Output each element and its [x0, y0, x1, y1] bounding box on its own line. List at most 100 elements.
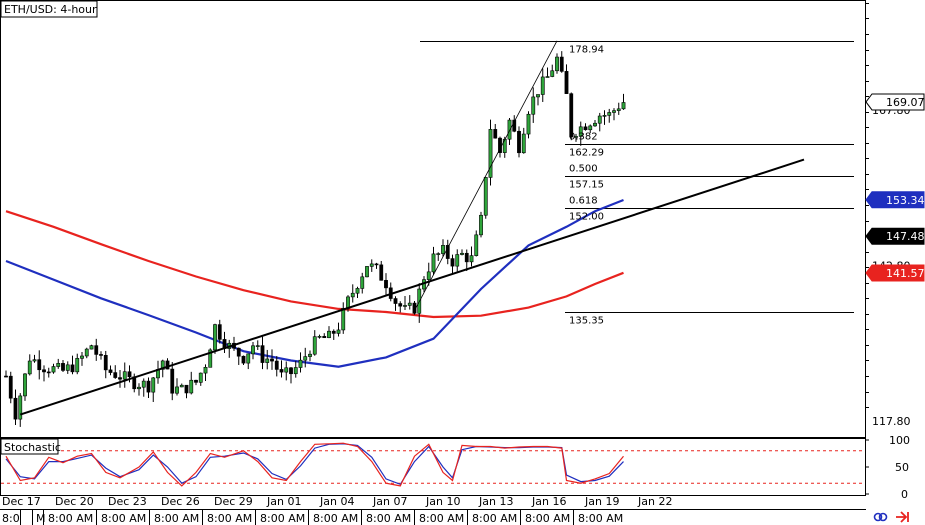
candle-body: [293, 367, 298, 375]
candle-body: [84, 348, 89, 357]
candle-body: [593, 122, 597, 127]
ma-blue-line: [5, 198, 624, 368]
stochastic-lines: [1, 442, 865, 487]
ma-red-line: [5, 210, 624, 319]
candle-body: [113, 372, 118, 378]
time-label: 8:00 AM: [578, 512, 623, 525]
price-tag-label: 169.07: [886, 96, 925, 109]
candle-body: [355, 288, 360, 294]
candle-body: [583, 126, 588, 131]
date-label: Dec 23: [108, 495, 147, 508]
candle-body: [441, 245, 445, 254]
candle-body: [89, 345, 94, 350]
title-box: [0, 0, 98, 18]
time-label: 8:00 AM: [472, 512, 517, 525]
time-label: M: [36, 512, 46, 525]
candle-body: [65, 364, 70, 371]
candle-body: [61, 363, 65, 371]
time-label: 8:0: [2, 512, 20, 525]
candle-body: [569, 93, 574, 138]
candle-body: [194, 379, 198, 383]
candle-body: [37, 359, 42, 371]
candle-body: [474, 234, 479, 256]
candle-body: [203, 366, 208, 374]
candle-body: [322, 336, 327, 339]
candle-body: [270, 358, 274, 362]
candle-body: [460, 252, 464, 255]
candle-body: [108, 369, 113, 373]
candle-body: [407, 302, 412, 306]
price-tag-label: 147.48: [886, 230, 925, 243]
price-tag-box: [865, 227, 925, 245]
stochastic-k-line: [5, 442, 624, 487]
fibonacci-labels: 178.94 0.382 162.29 0.500 157.15 0.618 152.00 1…: [569, 45, 604, 327]
candle-body: [540, 76, 545, 95]
candle-body: [241, 355, 246, 364]
candle-body: [27, 360, 32, 375]
price-tag-box: [865, 191, 925, 209]
candle-body: [445, 245, 450, 259]
stochastic-axis-label: 0: [901, 488, 908, 501]
candle-body: [8, 375, 13, 399]
candle-body: [312, 336, 317, 355]
candle-body: [70, 364, 75, 373]
candle-body: [431, 253, 436, 273]
candle-body: [179, 384, 184, 388]
stochastic-title-box: [0, 438, 59, 455]
candle-body: [564, 71, 569, 94]
candle-body: [146, 380, 151, 393]
candle-body: [80, 355, 84, 359]
candle-body: [255, 345, 260, 347]
candle-body: [588, 125, 593, 131]
fib-price-label: 152.00: [569, 212, 604, 223]
candle-body: [94, 345, 99, 355]
stochastic-axis-label: 100: [889, 434, 910, 447]
fib-ratio-label: 0.382: [569, 132, 598, 143]
trend-lines: [19, 40, 805, 416]
candle-body: [488, 129, 493, 178]
fib-price-label: 135.35: [569, 316, 604, 327]
candle-body: [175, 386, 179, 394]
candle-body: [479, 214, 483, 236]
price-axis: 167.80142.80117.80: [865, 3, 911, 428]
time-label: 8:00 AM: [48, 512, 93, 525]
candle-body: [545, 76, 550, 78]
fib-price-label: 178.94: [569, 45, 604, 56]
candle-body: [279, 369, 284, 373]
candle-body: [46, 371, 51, 374]
candle-body: [574, 136, 578, 138]
candle-body: [13, 397, 18, 420]
price-panel: [0, 0, 866, 438]
date-label: Jan 01: [266, 495, 301, 508]
candle-body: [602, 115, 607, 117]
candle-body: [198, 372, 203, 383]
candle-body: [23, 373, 27, 397]
link-icon[interactable]: [873, 512, 888, 522]
time-label: 8:00 AM: [366, 512, 411, 525]
candle-body: [436, 253, 441, 255]
candle-body: [384, 280, 388, 289]
candle-body: [621, 102, 626, 110]
time-label: 8:00 AM: [419, 512, 464, 525]
candle-body: [308, 353, 312, 357]
candle-body: [51, 366, 56, 373]
price-tag-box: [865, 93, 925, 111]
candle-body: [483, 177, 488, 216]
time-label: 8:00 AM: [101, 512, 146, 525]
candle-body: [265, 358, 270, 363]
candle-body: [393, 298, 398, 304]
candle-body: [298, 359, 303, 368]
candle-body: [350, 292, 355, 298]
price-tag-box: [865, 264, 925, 282]
price-axis-label: 117.80: [872, 415, 911, 428]
candle-body: [42, 369, 46, 373]
candle-body: [217, 324, 222, 340]
candle-body: [555, 56, 559, 72]
candle-body: [160, 360, 165, 370]
candle-body: [597, 115, 602, 124]
candle-body: [336, 329, 341, 334]
candle-body: [327, 330, 331, 339]
price-tag-label: 153.34: [886, 194, 925, 207]
scroll-right-icon[interactable]: [896, 511, 909, 523]
candle-body: [550, 70, 555, 77]
